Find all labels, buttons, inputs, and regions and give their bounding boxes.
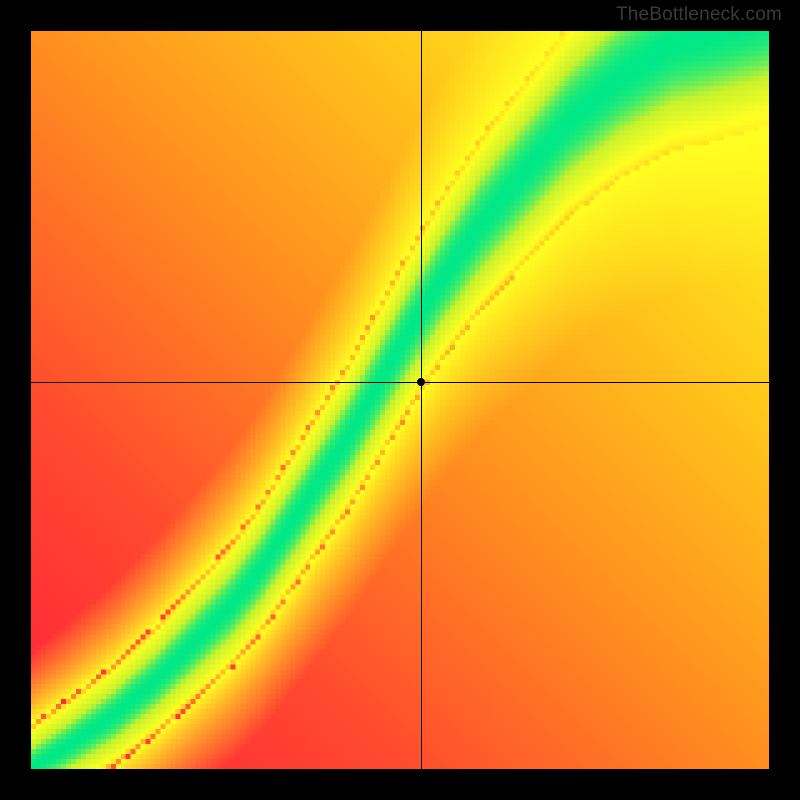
operating-point-marker xyxy=(417,378,425,386)
heatmap-plot xyxy=(31,31,769,769)
watermark-text: TheBottleneck.com xyxy=(616,4,782,26)
heatmap-canvas xyxy=(31,31,769,769)
crosshair-vertical xyxy=(421,31,422,769)
crosshair-horizontal xyxy=(31,382,769,383)
